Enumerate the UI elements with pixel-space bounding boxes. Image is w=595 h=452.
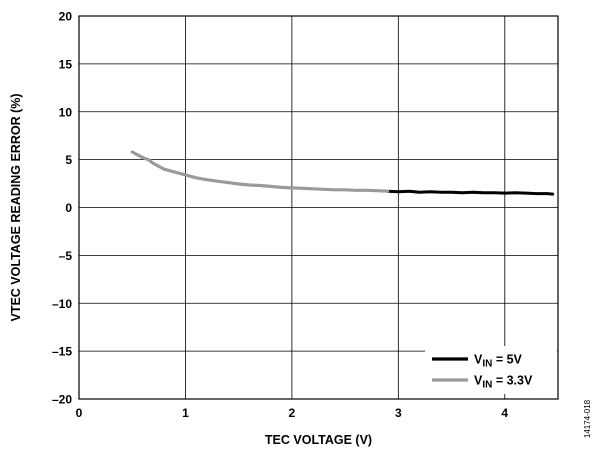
x-tick-label: 4	[501, 406, 508, 420]
series-line-2	[130, 150, 390, 193]
legend: VIN = 5V VIN = 3.3V	[425, 346, 557, 394]
y-tick-label: 15	[59, 57, 73, 71]
y-tick-labels: –20 –15 –10 –5 0 5 10 15 20	[52, 10, 72, 407]
figure-id: 14174-018	[583, 399, 592, 438]
series-line-1	[386, 189, 555, 196]
grid-lines	[78, 15, 558, 400]
x-tick-labels: 0 1 2 3 4	[76, 406, 509, 420]
y-tick-label: 20	[59, 10, 73, 24]
y-tick-label: 5	[65, 153, 72, 167]
series-layer	[130, 150, 555, 196]
y-tick-label: –5	[59, 249, 73, 263]
y-tick-label: 0	[65, 201, 72, 215]
x-tick-label: 0	[76, 406, 83, 420]
x-tick-label: 2	[289, 406, 296, 420]
y-tick-label: –20	[52, 393, 72, 407]
legend-label-1: VIN = 5V	[474, 353, 523, 370]
y-tick-label: 10	[59, 105, 73, 119]
x-tick-label: 1	[182, 406, 189, 420]
y-tick-label: –10	[52, 297, 72, 311]
x-tick-label: 3	[395, 406, 402, 420]
legend-label-2: VIN = 3.3V	[474, 374, 533, 391]
plot-frame	[78, 15, 559, 400]
y-tick-label: –15	[52, 345, 72, 359]
legend-background	[425, 346, 557, 394]
y-axis-title: VTEC VOLTAGE READING ERROR (%)	[9, 93, 23, 321]
x-axis-title: TEC VOLTAGE (V)	[265, 433, 372, 447]
